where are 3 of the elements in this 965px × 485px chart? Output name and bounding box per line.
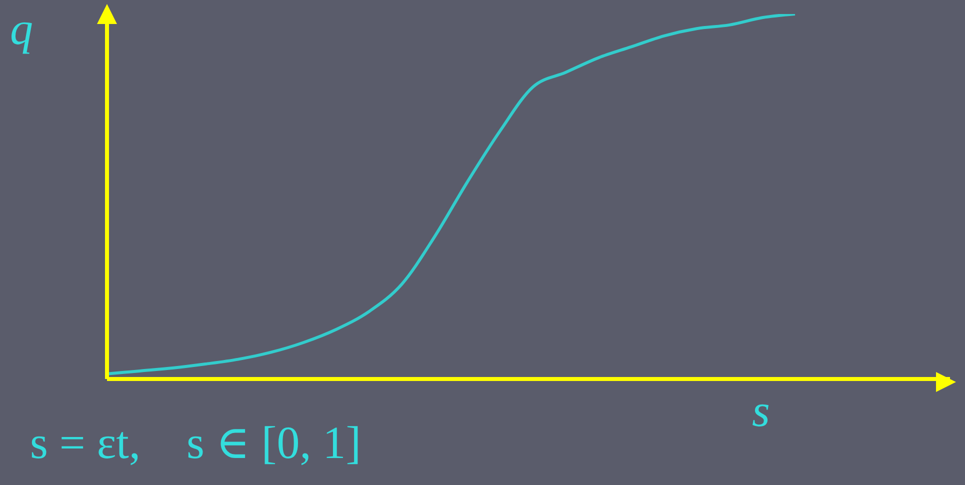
text: s = εt, s ∈ [0, 1] xyxy=(30,417,362,468)
x-axis-title: s xyxy=(752,385,770,436)
y-axis-title: q xyxy=(10,3,33,54)
